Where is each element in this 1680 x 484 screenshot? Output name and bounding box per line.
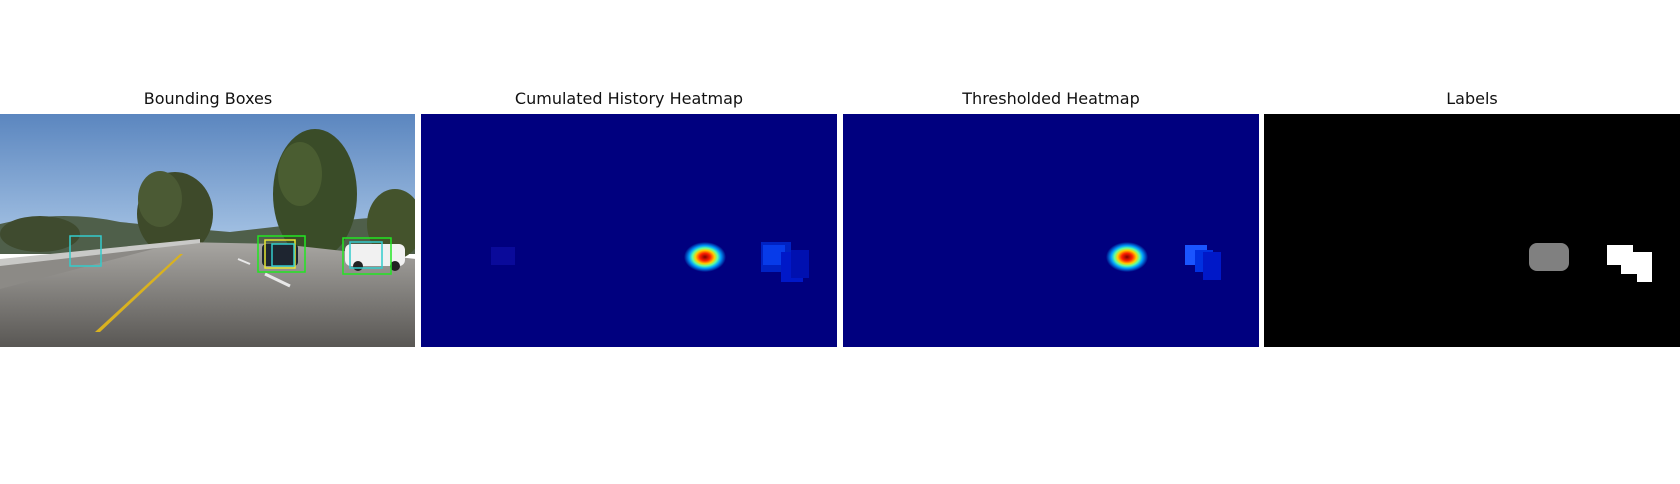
heat-blob (791, 250, 809, 278)
lane-yellow (95, 254, 183, 332)
heat-blob-hot (1106, 242, 1148, 272)
panel-labels: Labels (1264, 88, 1680, 347)
heat-blob-faint (491, 247, 515, 265)
panel-bounding-boxes: Bounding Boxes (0, 88, 416, 347)
road (0, 242, 416, 347)
panel-thresholded-heatmap: Thresholded Heatmap (843, 88, 1259, 347)
tree (0, 216, 80, 252)
lane-white (237, 258, 251, 265)
car-dark (262, 244, 298, 266)
panel-title: Bounding Boxes (143, 89, 273, 108)
tree (138, 171, 182, 227)
heatmap-image (421, 114, 837, 347)
tree (278, 142, 322, 206)
panel-title: Cumulated History Heatmap (514, 89, 744, 108)
car-white (345, 244, 405, 266)
labels-image (1264, 114, 1680, 347)
road-scene-image (0, 114, 416, 347)
panel-title: Thresholded Heatmap (962, 89, 1140, 108)
heatmap-image (843, 114, 1259, 347)
detection-boxes (69, 235, 392, 275)
panel-title: Labels (1446, 89, 1498, 108)
label-region-2 (1607, 245, 1652, 282)
heat-blob (1203, 252, 1221, 280)
heat-blob-hot (684, 242, 726, 272)
guard-rail (0, 239, 200, 266)
lane-white (264, 272, 291, 288)
label-region-1 (1529, 243, 1569, 271)
panel-cumulated-heatmap: Cumulated History Heatmap (421, 88, 837, 347)
